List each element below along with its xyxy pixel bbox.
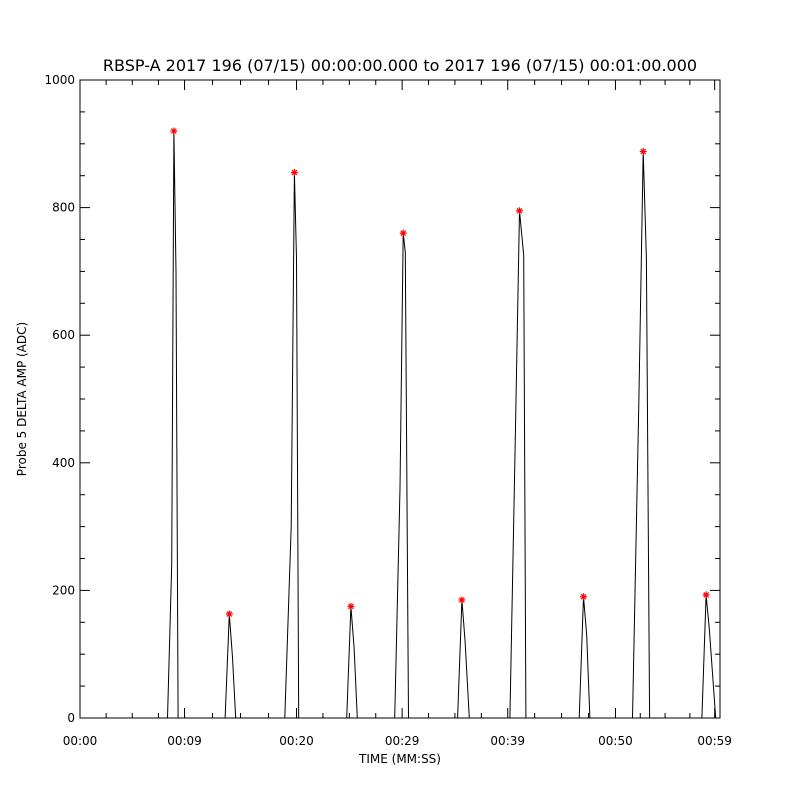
peak-marker bbox=[399, 229, 407, 237]
peak-marker bbox=[639, 147, 647, 155]
x-tick-label: 00:29 bbox=[385, 734, 420, 748]
peak-marker bbox=[458, 596, 466, 604]
y-tick-label: 200 bbox=[52, 583, 75, 597]
x-tick-label: 00:39 bbox=[490, 734, 525, 748]
peak-marker bbox=[702, 591, 710, 599]
x-tick-label: 00:50 bbox=[598, 734, 633, 748]
ticks-layer: 00:00 00:09 00:20 00:29 00:39 00:50 00:59 0 200 4… bbox=[44, 73, 732, 748]
series-line bbox=[80, 130, 720, 719]
peak-marker bbox=[347, 602, 355, 610]
x-tick-label: 00:00 bbox=[63, 734, 98, 748]
x-tick-label: 00:59 bbox=[697, 734, 732, 748]
y-tick-label: 400 bbox=[52, 456, 75, 470]
x-axis-label: TIME (MM:SS) bbox=[358, 752, 441, 766]
plot-frame bbox=[79, 79, 721, 719]
peak-marker bbox=[515, 207, 523, 215]
y-axis-label: Probe 5 DELTA AMP (ADC) bbox=[15, 322, 29, 476]
y-tick-label: 800 bbox=[52, 201, 75, 215]
y-tick-label: 600 bbox=[52, 328, 75, 342]
peak-marker bbox=[290, 169, 298, 177]
x-tick-label: 00:09 bbox=[167, 734, 202, 748]
peak-marker bbox=[170, 127, 178, 135]
peak-marker bbox=[579, 593, 587, 601]
peak-marker bbox=[225, 610, 233, 618]
x-tick-label: 00:20 bbox=[279, 734, 314, 748]
markers-layer bbox=[170, 127, 710, 618]
chart-title: RBSP-A 2017 196 (07/15) 00:00:00.000 to … bbox=[103, 56, 697, 75]
y-tick-label: 1000 bbox=[44, 73, 75, 87]
y-tick-label: 0 bbox=[67, 711, 75, 725]
series-layer bbox=[80, 130, 720, 719]
